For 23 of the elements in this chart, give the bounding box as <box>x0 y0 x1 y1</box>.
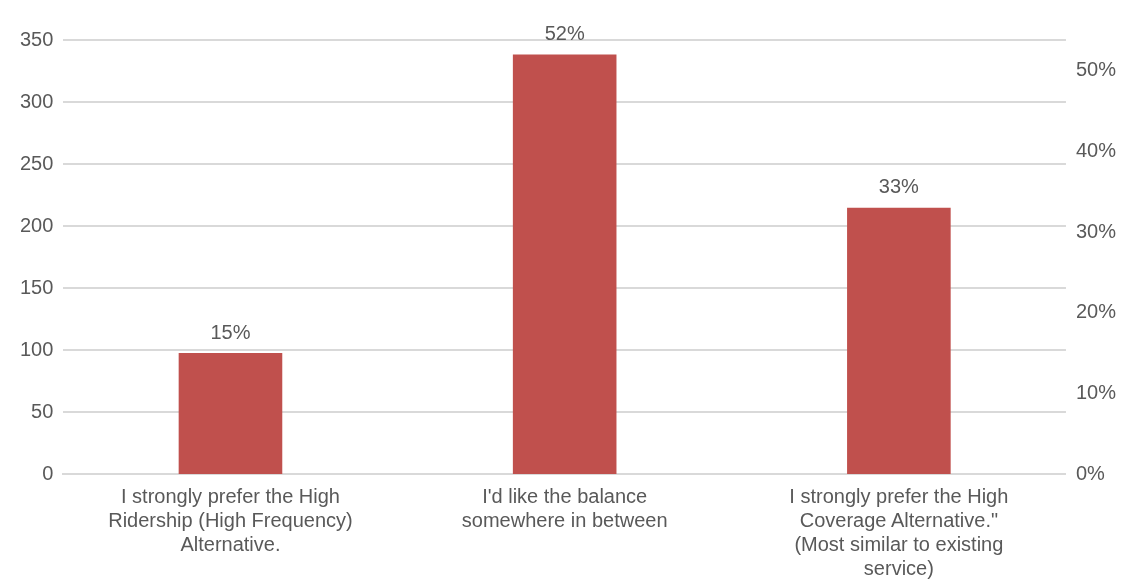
y-tick-label: 300 <box>19 89 54 112</box>
x-tick-label: I strongly prefer the High Ridership (High Frequency) Alternative. <box>108 484 353 555</box>
y-tick-label: 350 <box>19 27 54 50</box>
y-tick-label: 50 <box>31 399 54 422</box>
y-tick-label: 150 <box>19 275 54 298</box>
y2-tick-label: 10% <box>1075 380 1117 403</box>
y2-tick-label: 0% <box>1075 461 1106 484</box>
y-tick-label: 250 <box>19 151 54 174</box>
y-tick-label: 0 <box>42 461 54 484</box>
bar <box>178 353 283 474</box>
y2-tick-label: 20% <box>1075 300 1117 323</box>
data-label: 33% <box>878 175 920 198</box>
data-label: 15% <box>210 320 251 343</box>
y2-tick-label: 50% <box>1075 58 1117 81</box>
y-tick-label: 100 <box>19 337 54 360</box>
data-label: 52% <box>544 22 585 45</box>
x-tick-label: I'd like the balance somewhere in between <box>461 484 668 531</box>
y-tick-label: 200 <box>19 213 54 236</box>
bar <box>847 207 951 474</box>
y2-tick-label: 40% <box>1075 138 1117 161</box>
x-tick-label: I strongly prefer the High Coverage Alternative." (Most similar to existing service) <box>789 484 1009 579</box>
y2-tick-label: 30% <box>1075 219 1117 242</box>
bar <box>512 54 617 474</box>
